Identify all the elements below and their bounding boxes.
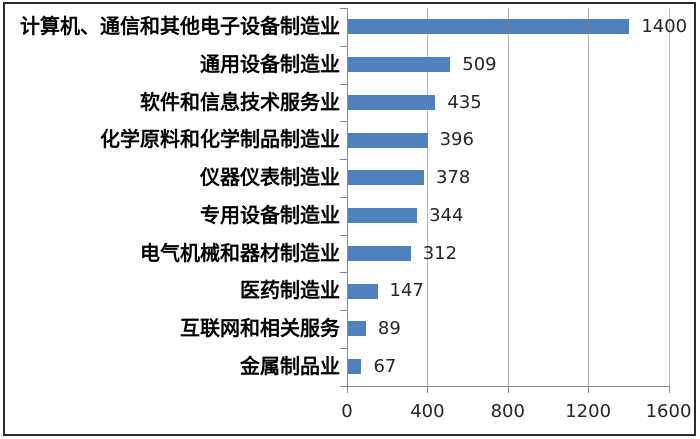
x-gridline [427,8,429,386]
bar [348,132,428,148]
y-axis-tick [340,310,347,311]
x-axis-tick [507,385,509,393]
y-axis-tick [340,196,347,198]
x-axis-tick [668,385,670,393]
x-gridline [507,8,509,386]
bar [348,94,436,110]
x-axis-tick-label: 0 [341,401,353,422]
y-axis-tick [340,45,347,47]
bar [348,170,424,186]
value-label: 435 [447,91,482,113]
value-label: 312 [422,242,458,264]
bar [348,245,411,261]
x-axis-tick [427,385,429,393]
category-label: 电气机械和器材制造业 [140,240,340,265]
y-axis-tick [340,347,347,349]
x-axis-tick [588,385,590,393]
value-label: 67 [373,355,397,377]
category-label: 医药制造业 [240,278,340,303]
y-axis-line [347,8,348,386]
bar [348,283,378,299]
bar [348,19,630,35]
category-label: 通用设备制造业 [200,51,340,76]
y-axis-tick [340,385,347,387]
x-gridline [588,8,590,386]
x-axis-tick-label: 400 [410,401,445,422]
category-label: 仪器仪表制造业 [200,165,340,189]
y-axis-tick [340,83,347,85]
category-label: 金属制品业 [240,353,340,378]
bar [348,359,362,375]
category-label: 化学原料和化学制品制造业 [100,127,340,152]
category-label: 互联网和相关服务 [180,316,340,340]
bar [348,208,418,224]
value-label: 89 [377,318,401,339]
value-label: 1400 [641,16,688,37]
y-axis-tick [340,121,347,123]
x-axis-tick-label: 1200 [565,401,612,422]
x-gridline [668,8,670,386]
value-label: 147 [389,280,424,302]
category-label: 软件和信息技术服务业 [140,89,340,114]
x-axis-tick-label: 1600 [645,401,692,422]
value-label: 396 [439,129,474,151]
y-axis-tick [340,159,347,160]
y-axis-tick [340,8,347,9]
bar [348,321,366,337]
y-axis-tick [340,234,347,236]
y-axis-tick [340,272,347,274]
value-label: 378 [435,167,471,188]
x-axis-tick [347,385,348,393]
bar [348,57,451,73]
category-label: 专用设备制造业 [200,202,340,227]
category-label: 计算机、通信和其他电子设备制造业 [20,14,340,38]
value-label: 344 [429,204,464,226]
x-axis-tick-label: 800 [490,401,525,422]
value-label: 509 [462,53,497,75]
